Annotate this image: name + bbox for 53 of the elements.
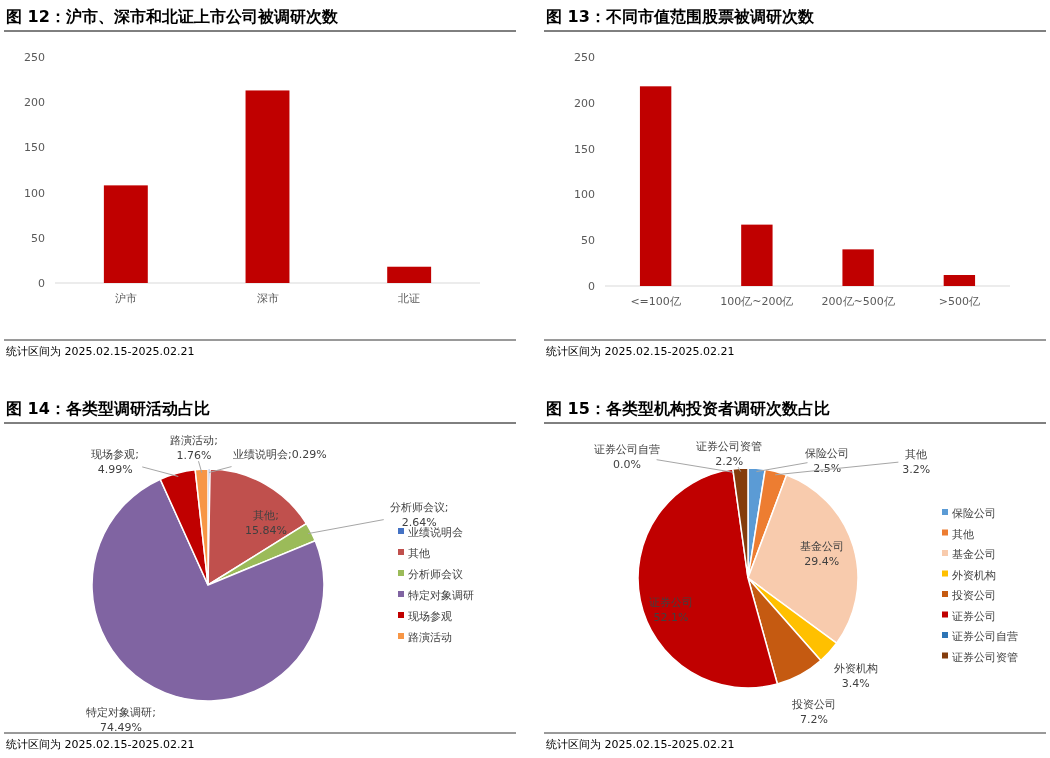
data-label: 保险公司 2.5% — [805, 447, 850, 476]
legend-label: 基金公司 — [952, 548, 996, 561]
y-tick-label: 250 — [574, 51, 595, 64]
y-tick-label: 150 — [574, 142, 595, 156]
data-label: 证券公司 52.1% — [649, 595, 693, 624]
chart-title: 图 13：不同市值范围股票被调研次数 — [546, 7, 815, 26]
y-tick-label: 50 — [31, 231, 45, 245]
text: 统计区间为 2025.02.15-2025.02.21 — [546, 345, 735, 358]
legend-label: 其他 — [952, 527, 974, 541]
data-label: 其他 3.2% — [902, 448, 931, 477]
data-label: 现场参观; 4.99% — [91, 447, 140, 476]
chart-title: 图 15：各类型机构投资者调研次数占比 — [546, 399, 830, 418]
data-label: 特定对象调研; 74.49% — [86, 706, 156, 735]
x-tick-label: <=100亿 — [630, 295, 681, 308]
legend-label: 路演活动 — [408, 631, 452, 644]
x-tick-label: 深市 — [256, 292, 279, 305]
data-label: 投资公司 7.2% — [791, 698, 836, 726]
legend-label: 证券公司 — [952, 609, 996, 623]
legend-label: 投资公司 — [951, 589, 996, 602]
y-tick-label: 0 — [38, 277, 45, 290]
x-tick-label: >500亿 — [938, 295, 980, 308]
x-tick-label: 北证 — [398, 292, 421, 305]
data-label: 证券公司资管 2.2% — [696, 439, 763, 468]
legend-label: 证券公司自营 — [952, 630, 1018, 643]
legend-label: 现场参观 — [408, 610, 452, 623]
data-label: 路演活动; 1.76% — [170, 433, 218, 462]
chart-title: 图 14：各类型调研活动占比 — [6, 399, 210, 418]
text: 证券公司自营 0.0% — [594, 442, 660, 471]
y-tick-label: 150 — [24, 141, 45, 155]
data-label: 业绩说明会;0.29% — [233, 447, 327, 461]
data-label: 其他; 15.84% — [245, 509, 287, 538]
data-label: 基金公司 29.4% — [799, 539, 844, 568]
text: 统计区间为 2025.02.15-2025.02.21 — [6, 345, 195, 358]
y-tick-label: 50 — [581, 234, 595, 248]
legend-label: 特定对象调研 — [408, 589, 474, 602]
legend-label: 外资机构 — [952, 568, 996, 582]
y-tick-label: 100 — [574, 188, 595, 202]
x-tick-label: 沪市 — [114, 292, 137, 305]
text: 统计区间为 2025.02.15-2025.02.21 — [6, 738, 195, 751]
y-tick-label: 200 — [574, 96, 595, 110]
y-tick-label: 250 — [24, 51, 45, 64]
y-tick-label: 200 — [24, 96, 45, 110]
text: 统计区间为 2025.02.15-2025.02.21 — [546, 738, 735, 751]
legend-label: 保险公司 — [952, 507, 996, 520]
legend-label: 证券公司资管 — [952, 650, 1018, 664]
x-tick-label: 200亿~500亿 — [821, 295, 895, 308]
y-tick-label: 100 — [24, 186, 45, 200]
data-label: 外资机构 3.4% — [833, 661, 878, 690]
x-tick-label: 100亿~200亿 — [720, 295, 794, 308]
y-tick-label: 0 — [588, 280, 595, 293]
legend-label: 其他 — [408, 547, 430, 560]
legend-label: 分析师会议 — [408, 568, 463, 581]
chart-title: 图 12：沪市、深市和北证上市公司被调研次数 — [6, 7, 339, 26]
